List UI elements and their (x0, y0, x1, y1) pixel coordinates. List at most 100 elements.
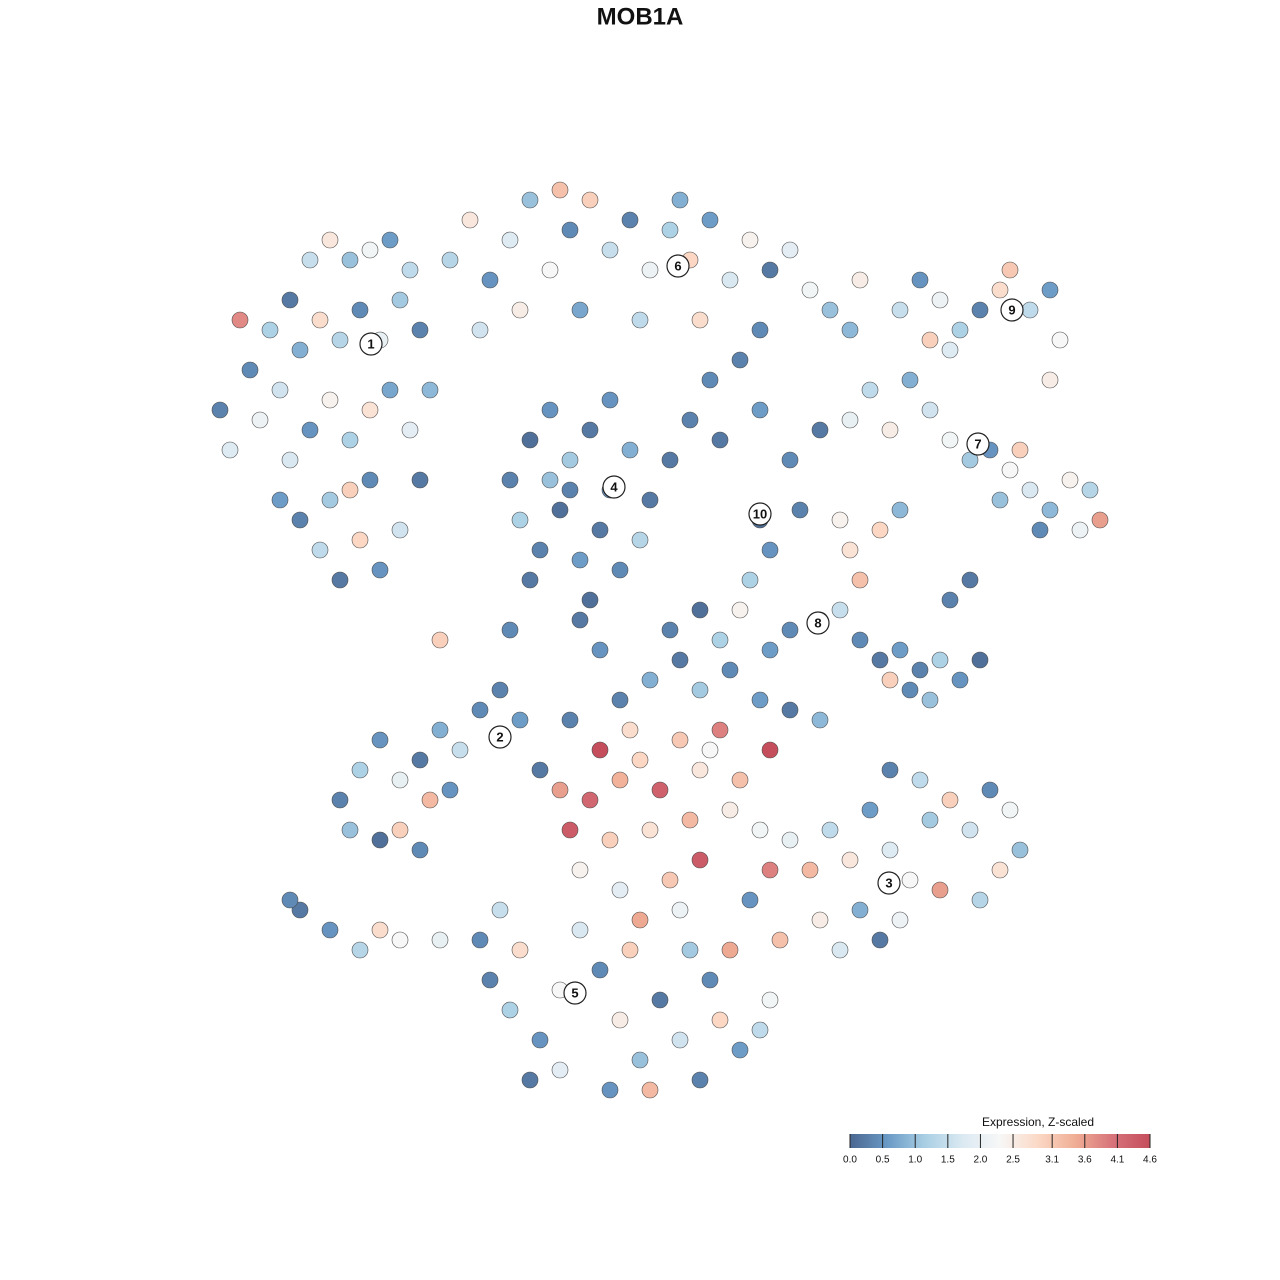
point (411, 751, 429, 769)
colorbar-tick-label: 3.6 (1078, 1155, 1092, 1166)
point (671, 191, 689, 209)
point (801, 281, 819, 299)
point (991, 491, 1009, 509)
point (581, 421, 599, 439)
point (771, 931, 789, 949)
point (571, 551, 589, 569)
point (941, 341, 959, 359)
cluster-badge (877, 871, 901, 895)
point (731, 1041, 749, 1059)
cluster-label: 6 (674, 258, 681, 273)
point (871, 651, 889, 669)
point (581, 191, 599, 209)
point (901, 681, 919, 699)
point (611, 561, 629, 579)
point (811, 711, 829, 729)
point (471, 931, 489, 949)
point (321, 491, 339, 509)
point (971, 891, 989, 909)
point (611, 1011, 629, 1029)
cluster-badge (1000, 298, 1024, 322)
point (931, 291, 949, 309)
point (891, 501, 909, 519)
point (751, 821, 769, 839)
point (971, 301, 989, 319)
point (641, 821, 659, 839)
point (721, 941, 739, 959)
point (701, 741, 719, 759)
point (541, 261, 559, 279)
point (781, 701, 799, 719)
colorbar-tick-label: 0.0 (843, 1155, 857, 1166)
point (951, 671, 969, 689)
point (381, 381, 399, 399)
point (1021, 301, 1039, 319)
point (991, 281, 1009, 299)
point (331, 571, 349, 589)
point (1001, 261, 1019, 279)
point (731, 601, 749, 619)
cluster-badge (359, 332, 383, 356)
point (891, 301, 909, 319)
point (1041, 281, 1059, 299)
point (591, 741, 609, 759)
point (851, 571, 869, 589)
point (1041, 371, 1059, 389)
point (601, 1081, 619, 1099)
point (851, 901, 869, 919)
cluster-label: 2 (496, 729, 503, 744)
point (561, 451, 579, 469)
colorbar-tick-label: 2.5 (1006, 1155, 1020, 1166)
point (671, 1031, 689, 1049)
point (851, 631, 869, 649)
point (591, 521, 609, 539)
point (311, 541, 329, 559)
point (421, 381, 439, 399)
point (1061, 471, 1079, 489)
point (681, 411, 699, 429)
point (751, 321, 769, 339)
point (591, 961, 609, 979)
point (611, 881, 629, 899)
point (891, 641, 909, 659)
cluster-badge (806, 611, 830, 635)
point (701, 371, 719, 389)
point (511, 941, 529, 959)
point (411, 471, 429, 489)
point (1011, 441, 1029, 459)
point (1001, 461, 1019, 479)
point (921, 811, 939, 829)
point (861, 381, 879, 399)
point (431, 631, 449, 649)
point (391, 521, 409, 539)
point (1051, 331, 1069, 349)
point (391, 771, 409, 789)
point (491, 681, 509, 699)
point (631, 1051, 649, 1069)
point (541, 401, 559, 419)
point (721, 271, 739, 289)
point (1091, 511, 1109, 529)
point (341, 431, 359, 449)
point (761, 541, 779, 559)
point (541, 471, 559, 489)
point (931, 881, 949, 899)
point (681, 811, 699, 829)
point (291, 901, 309, 919)
point (501, 621, 519, 639)
point (791, 501, 809, 519)
point (301, 421, 319, 439)
colorbar-tick-label: 4.6 (1143, 1155, 1157, 1166)
point (731, 351, 749, 369)
point (531, 1031, 549, 1049)
colorbar-title: Expression, Z-scaled (982, 1115, 1094, 1129)
point (751, 691, 769, 709)
point (421, 791, 439, 809)
point (661, 871, 679, 889)
point (781, 451, 799, 469)
point (411, 321, 429, 339)
point (581, 591, 599, 609)
point (351, 301, 369, 319)
point (501, 231, 519, 249)
point (971, 651, 989, 669)
